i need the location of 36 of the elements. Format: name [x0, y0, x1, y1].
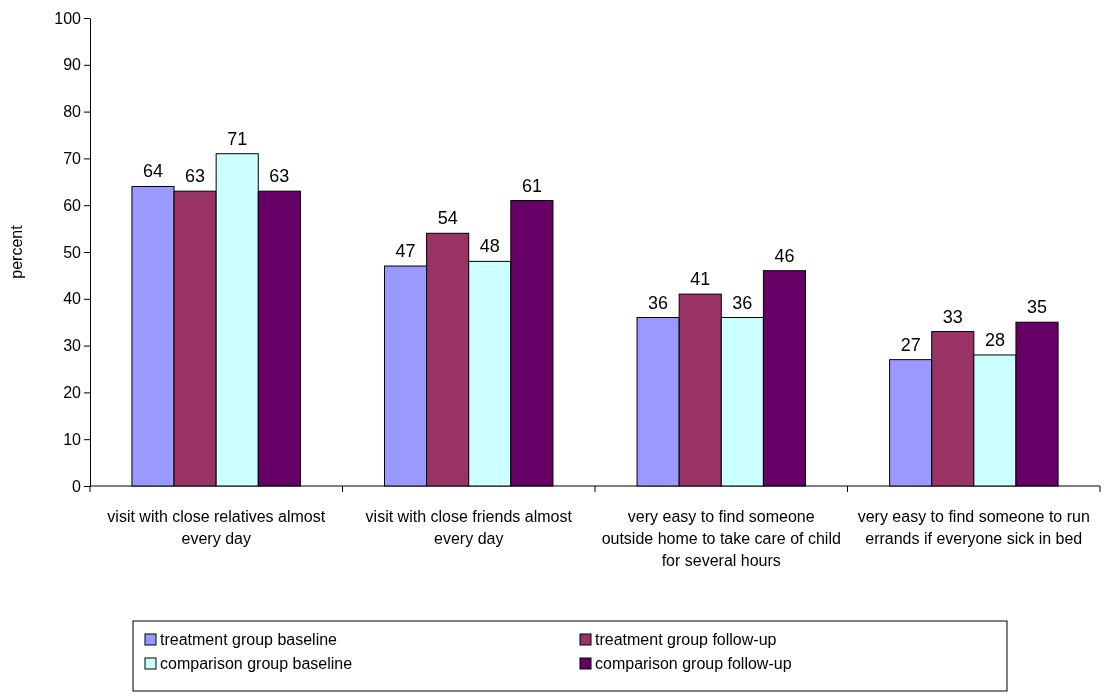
data-label: 48	[479, 236, 500, 257]
data-label: 35	[1027, 297, 1048, 318]
data-label: 47	[395, 241, 416, 262]
legend-label: comparison group baseline	[160, 655, 353, 672]
data-label: 64	[142, 161, 163, 182]
y-tick-label: 80	[63, 103, 82, 121]
x-tick-label: very easy to find someone outside home to take care of child for several hours	[601, 508, 841, 569]
y-tick-label: 50	[63, 243, 82, 261]
data-label: 63	[185, 166, 206, 187]
data-label: 33	[942, 306, 963, 327]
x-tick-label: visit with close relatives almost every day	[107, 508, 326, 547]
data-label: 54	[437, 208, 458, 229]
data-label: 36	[648, 292, 669, 313]
y-tick-label: 10	[63, 430, 82, 448]
data-label: 36	[732, 292, 753, 313]
data-label: 61	[521, 175, 542, 196]
data-label: 27	[900, 334, 921, 355]
y-axis-title: percent	[8, 224, 25, 279]
legend-label: treatment group baseline	[160, 631, 338, 648]
data-label: 28	[984, 329, 1005, 350]
data-label: 63	[269, 166, 290, 187]
data-label: 46	[774, 245, 795, 266]
y-tick-label: 40	[63, 290, 82, 308]
legend-label: treatment group follow-up	[595, 631, 777, 648]
y-tick-label: 30	[63, 337, 82, 355]
y-tick-label: 70	[63, 150, 82, 168]
x-tick-label: visit with close friends almost every day	[365, 508, 573, 547]
y-tick-label: 20	[63, 384, 82, 402]
y-tick-label: 100	[54, 9, 82, 27]
data-label: 71	[227, 128, 248, 149]
legend-label: comparison group follow-up	[595, 655, 792, 672]
y-tick-label: 60	[63, 196, 82, 214]
data-label: 41	[690, 269, 711, 290]
y-tick-label: 0	[72, 477, 82, 495]
x-tick-label: very easy to find someone to run errands if everyone sick in bed	[857, 508, 1090, 547]
y-tick-label: 90	[63, 56, 82, 74]
